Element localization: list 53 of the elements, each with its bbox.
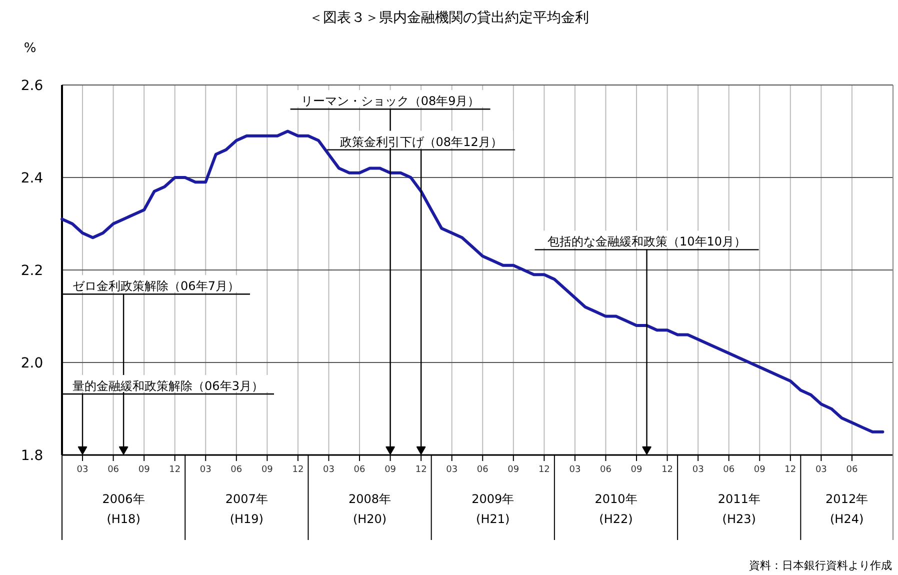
- ref-line-label: 量的金融緩和政策解除（06年3月）: [72, 379, 264, 393]
- y-tick-label: 1.8: [20, 448, 44, 464]
- y-tick-label: 2.2: [20, 263, 44, 279]
- text: 2011年: [718, 492, 760, 506]
- text: 資料：日本銀行資料より作成: [749, 559, 892, 572]
- ref-line-label: ゼロ金利政策解除（06年7月）: [72, 279, 240, 294]
- x-tick-label: 09: [384, 465, 396, 475]
- y-tick-label: 2.0: [20, 356, 44, 372]
- x-tick-label: 06: [476, 465, 489, 475]
- x-tick-label: 09: [630, 465, 643, 475]
- text: 2008年: [348, 492, 392, 506]
- x-tick-label: 12: [169, 465, 181, 475]
- x-tick-label: 12: [292, 465, 304, 475]
- text: 2012年: [826, 492, 868, 506]
- x-tick-label: 06: [354, 465, 366, 475]
- text: (H24): [830, 512, 864, 526]
- ref-line-label: 政策金利引下げ（08年12月）: [340, 134, 502, 149]
- ref-line-label: 包括的な金融緩和政策（10年10月）: [548, 234, 746, 249]
- text: 2010年: [594, 492, 638, 506]
- x-tick-label: 09: [261, 465, 274, 475]
- x-tick-label: 03: [692, 465, 704, 475]
- x-tick-label: 06: [108, 465, 120, 475]
- text: (H23): [722, 512, 756, 526]
- x-tick-label: 06: [600, 465, 612, 475]
- x-tick-label: 06: [723, 465, 735, 475]
- x-tick-label: 06: [846, 465, 858, 475]
- x-tick-label: 09: [138, 465, 150, 475]
- text: (H19): [230, 512, 264, 526]
- text: 2009年: [472, 492, 514, 506]
- text: (H22): [599, 512, 633, 526]
- x-tick-label: 12: [415, 465, 427, 475]
- x-tick-label: 03: [569, 465, 581, 475]
- x-tick-label: 06: [230, 465, 242, 475]
- text: (H21): [476, 512, 510, 526]
- chart-title: ＜図表３＞県内金融機関の貸出約定平均金利: [309, 10, 589, 26]
- text: 2007年: [225, 492, 268, 506]
- x-tick-label: 03: [200, 465, 212, 475]
- x-tick-label: 12: [784, 465, 796, 475]
- y-tick-label: 2.6: [20, 78, 44, 94]
- ref-line-label: リーマン・ショック（08年9月）: [300, 94, 480, 108]
- x-tick-label: 03: [815, 465, 827, 475]
- y-axis-title: %: [24, 41, 36, 56]
- text: (H18): [106, 512, 140, 526]
- x-tick-label: 03: [76, 465, 88, 475]
- text: 2006年: [102, 492, 145, 506]
- x-tick-label: 03: [323, 465, 334, 475]
- x-tick-label: 09: [508, 465, 520, 475]
- x-tick-label: 12: [538, 465, 550, 475]
- x-tick-label: 03: [446, 465, 458, 475]
- x-tick-label: 12: [662, 465, 674, 475]
- y-tick-label: 2.4: [20, 170, 44, 186]
- text: (H20): [352, 512, 387, 526]
- x-tick-label: 09: [754, 465, 766, 475]
